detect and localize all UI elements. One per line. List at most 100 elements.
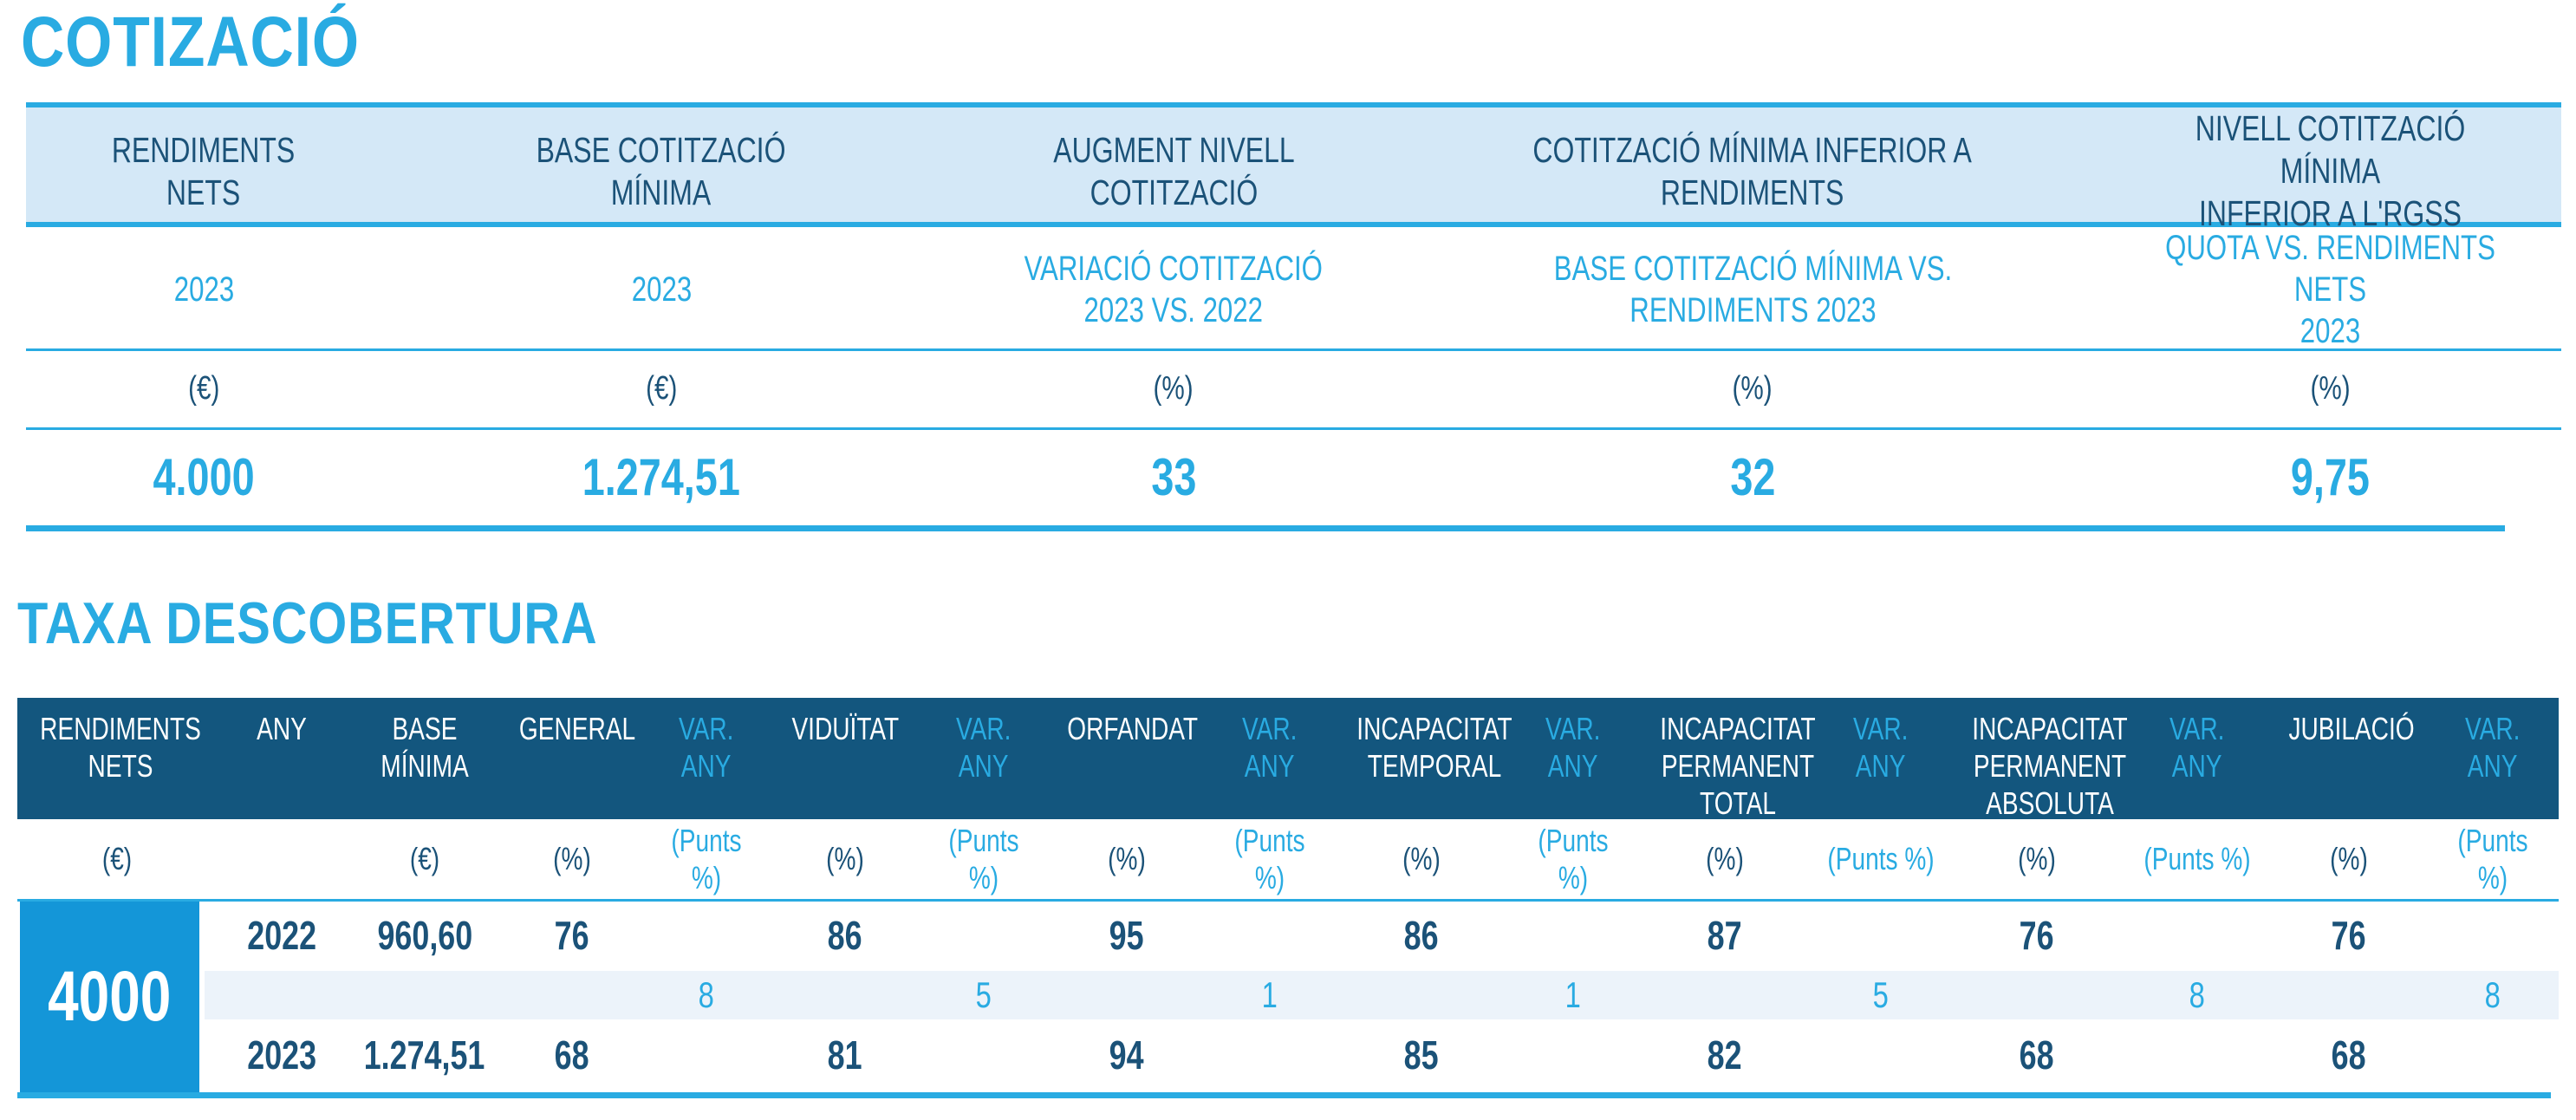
taxa-col-var-any-4: VAR. ANY bbox=[1545, 711, 1601, 785]
table-bottom-line bbox=[17, 1092, 2551, 1098]
taxa-unit-2: (€) bbox=[409, 841, 440, 877]
cell-var-jubilacio: 8 bbox=[2484, 973, 2501, 1015]
unit-eur-1: (€) bbox=[187, 370, 220, 407]
section-title-taxa-descobertura: TAXA DESCOBERTURA bbox=[17, 590, 598, 656]
unit-pct-3: (%) bbox=[2310, 370, 2351, 407]
col-header-rendiments-nets: RENDIMENTS NETS bbox=[112, 129, 296, 212]
value-base-cotitzacio: 1.274,51 bbox=[582, 448, 741, 506]
taxa-col-orfandat: ORFANDAT bbox=[1067, 711, 1199, 746]
taxa-row-2023: 2023 1.274,51 68 81 94 85 82 68 68 bbox=[17, 1019, 2559, 1092]
taxa-col-any: ANY bbox=[257, 711, 307, 746]
table-bottom-line bbox=[26, 525, 2505, 531]
col-header-nivell-cotitzacio-minima: NIVELL COTITZACIÓ MÍNIMA INFERIOR A L'RG… bbox=[2195, 108, 2466, 234]
cotitzacio-table: RENDIMENTS NETS BASE COTITZACIÓ MÍNIMA A… bbox=[26, 102, 2561, 531]
cotitzacio-subheader-row: 2023 2023 VARIACIÓ COTITZACIÓ 2023 VS. 2… bbox=[26, 227, 2561, 350]
cell-var-orfandat: 1 bbox=[1261, 973, 1278, 1015]
taxa-units-row: (€) (€) (%) (Punts %) (%) (Punts %) (%) … bbox=[17, 819, 2559, 899]
value-augment-nivell: 33 bbox=[1150, 448, 1197, 506]
cell-viduitat-2022: 86 bbox=[828, 913, 862, 959]
taxa-col-incapacitat-permanent-total: INCAPACITAT PERMANENT TOTAL bbox=[1660, 711, 1816, 822]
taxa-table: RENDIMENTS NETS ANY BASE MÍNIMA GENERAL … bbox=[17, 698, 2559, 1098]
taxa-unit-14: (Punts %) bbox=[2143, 841, 2251, 877]
taxa-unit-6: (Punts %) bbox=[948, 822, 1019, 895]
cell-var-general: 8 bbox=[698, 973, 715, 1015]
cell-var-inc-temp: 1 bbox=[1564, 973, 1582, 1015]
cell-inc-perm-abs-2022: 76 bbox=[2020, 913, 2054, 959]
divider-line bbox=[17, 899, 2559, 902]
subheader-2023-b: 2023 bbox=[631, 270, 692, 309]
cotitzacio-values-row: 4.000 1.274,51 33 32 9,75 bbox=[26, 430, 2561, 525]
cell-jubilacio-2022: 76 bbox=[2332, 913, 2366, 959]
taxa-col-var-any-5: VAR. ANY bbox=[1853, 711, 1909, 785]
divider-line bbox=[26, 427, 2561, 430]
taxa-col-var-any-2: VAR. ANY bbox=[956, 711, 1012, 785]
taxa-unit-3: (%) bbox=[553, 841, 591, 877]
cell-inc-perm-abs-2023: 68 bbox=[2020, 1032, 2054, 1078]
subheader-quota-vs-rendiments: QUOTA VS. RENDIMENTS NETS 2023 bbox=[2165, 229, 2495, 350]
taxa-unit-7: (%) bbox=[1108, 841, 1146, 877]
subheader-base-vs-rendiments: BASE COTITZACIÓ MÍNIMA VS. RENDIMENTS 20… bbox=[1553, 250, 1952, 329]
variance-row-band bbox=[205, 971, 2559, 1019]
taxa-col-var-any-3: VAR. ANY bbox=[1242, 711, 1298, 785]
taxa-unit-12: (Punts %) bbox=[1827, 841, 1935, 877]
unit-pct-1: (%) bbox=[1153, 370, 1194, 407]
cell-orfandat-2023: 94 bbox=[1109, 1032, 1144, 1078]
cell-general-2022: 76 bbox=[555, 913, 589, 959]
taxa-col-viduitat: VIDUÏTAT bbox=[791, 711, 899, 746]
rendiments-nets-block: 4000 bbox=[20, 902, 199, 1092]
cell-var-inc-perm-total: 5 bbox=[1872, 973, 1890, 1015]
taxa-unit-1 bbox=[217, 841, 347, 877]
taxa-header-row: RENDIMENTS NETS ANY BASE MÍNIMA GENERAL … bbox=[17, 698, 2559, 821]
cotitzacio-units-row: (€) (€) (%) (%) (%) bbox=[26, 351, 2561, 427]
taxa-unit-13: (%) bbox=[2018, 841, 2056, 877]
taxa-unit-9: (%) bbox=[1402, 841, 1441, 877]
taxa-col-jubilacio: JUBILACIÓ bbox=[2288, 711, 2415, 746]
cell-inc-temp-2022: 86 bbox=[1404, 913, 1439, 959]
taxa-unit-4: (Punts %) bbox=[671, 822, 742, 895]
cell-var-inc-perm-abs: 8 bbox=[2189, 973, 2206, 1015]
col-header-cotitzacio-minima-inferior: COTITZACIÓ MÍNIMA INFERIOR A RENDIMENTS bbox=[1532, 129, 1973, 212]
cell-inc-temp-2023: 85 bbox=[1404, 1032, 1439, 1078]
taxa-col-incapacitat-temporal: INCAPACITAT TEMPORAL bbox=[1356, 711, 1512, 785]
taxa-unit-11: (%) bbox=[1706, 841, 1744, 877]
subheader-2023-a: 2023 bbox=[173, 270, 234, 309]
taxa-col-base-minima: BASE MÍNIMA bbox=[381, 711, 469, 785]
taxa-unit-15: (%) bbox=[2330, 841, 2368, 877]
cell-base-2023: 1.274,51 bbox=[364, 1032, 485, 1078]
cell-inc-perm-total-2023: 82 bbox=[1708, 1032, 1742, 1078]
cell-base-2022: 960,60 bbox=[377, 913, 472, 959]
unit-eur-2: (€) bbox=[645, 370, 678, 407]
cell-general-2023: 68 bbox=[555, 1032, 589, 1078]
value-nivell-inferior-rgss: 9,75 bbox=[2290, 448, 2371, 506]
cell-any-2023: 2023 bbox=[247, 1032, 316, 1078]
subheader-variacio: VARIACIÓ COTITZACIÓ 2023 VS. 2022 bbox=[1024, 250, 1324, 329]
taxa-unit-8: (Punts %) bbox=[1234, 822, 1305, 895]
divider-line bbox=[26, 348, 2561, 351]
taxa-unit-16: (Punts %) bbox=[2457, 822, 2528, 895]
taxa-unit-0: (€) bbox=[101, 841, 133, 877]
taxa-col-rendiments-nets: RENDIMENTS NETS bbox=[40, 711, 201, 785]
cell-inc-perm-total-2022: 87 bbox=[1708, 913, 1742, 959]
taxa-row-variance: 8 5 1 1 5 8 8 bbox=[17, 971, 2559, 1019]
taxa-unit-5: (%) bbox=[826, 841, 864, 877]
cell-jubilacio-2023: 68 bbox=[2332, 1032, 2366, 1078]
cotitzacio-header-row: RENDIMENTS NETS BASE COTITZACIÓ MÍNIMA A… bbox=[26, 102, 2561, 233]
taxa-unit-10: (Punts %) bbox=[1538, 822, 1609, 895]
cell-orfandat-2022: 95 bbox=[1109, 913, 1144, 959]
taxa-data-area: 4000 2022 960,60 76 86 95 86 87 76 76 bbox=[17, 902, 2559, 1092]
col-header-base-cotitzacio-minima: BASE COTITZACIÓ MÍNIMA bbox=[537, 129, 786, 212]
taxa-col-incapacitat-permanent-absoluta: INCAPACITAT PERMANENT ABSOLUTA bbox=[1972, 711, 2128, 822]
taxa-col-general: GENERAL bbox=[518, 711, 636, 746]
cell-viduitat-2023: 81 bbox=[828, 1032, 862, 1078]
value-rendiments-nets: 4.000 bbox=[153, 448, 255, 506]
value-cotitzacio-inferior: 32 bbox=[1729, 448, 1776, 506]
taxa-row-2022: 2022 960,60 76 86 95 86 87 76 76 bbox=[17, 902, 2559, 971]
col-header-augment-nivell: AUGMENT NIVELL COTITZACIÓ bbox=[1052, 129, 1295, 212]
unit-pct-2: (%) bbox=[1732, 370, 1773, 407]
section-title-cotitzacio: COTIZACIÓ bbox=[21, 3, 360, 81]
taxa-col-var-any-6: VAR. ANY bbox=[2169, 711, 2225, 785]
cell-any-2022: 2022 bbox=[247, 913, 316, 959]
taxa-col-var-any-7: VAR. ANY bbox=[2465, 711, 2521, 785]
cell-var-viduitat: 5 bbox=[975, 973, 992, 1015]
